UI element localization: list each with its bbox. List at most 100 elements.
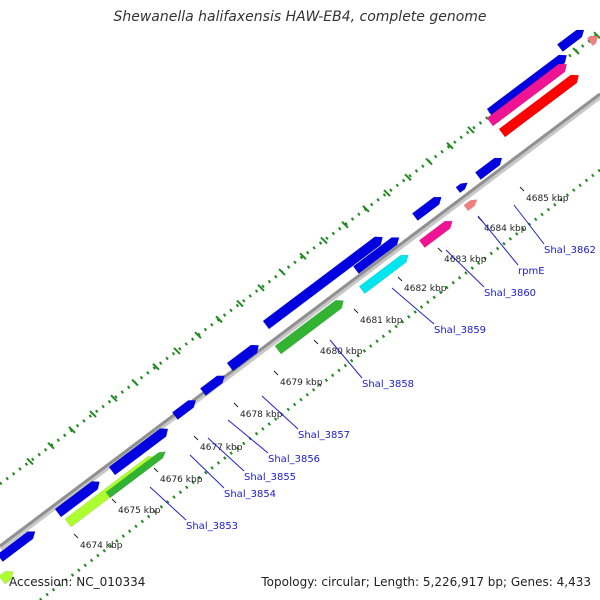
- tick-mark: [111, 498, 117, 504]
- gc-tick: [362, 205, 370, 213]
- tick-label: 4679 kbp: [280, 378, 323, 388]
- tick-label: 4684 kbp: [484, 224, 527, 234]
- gene-arrow[interactable]: [358, 252, 411, 294]
- gene-feature[interactable]: [498, 71, 582, 138]
- gc-tick: [572, 47, 580, 55]
- gene-arrow[interactable]: [418, 218, 455, 248]
- gene-label[interactable]: Shal_3862: [544, 245, 596, 256]
- gene-feature[interactable]: [474, 154, 504, 180]
- gc-tick: [320, 236, 328, 245]
- gene-arrow[interactable]: [411, 194, 444, 221]
- gene-arrow[interactable]: [463, 197, 479, 212]
- gene-arrow[interactable]: [274, 297, 347, 355]
- gene-feature[interactable]: [54, 478, 103, 518]
- tick-label: 4676 kbp: [160, 475, 203, 485]
- gene-label[interactable]: Shal_3856: [268, 454, 320, 465]
- gene-feature[interactable]: [455, 180, 470, 194]
- gene-arrow[interactable]: [556, 26, 586, 52]
- tick-mark: [193, 435, 199, 441]
- tick-mark: [437, 247, 443, 253]
- tick-mark: [153, 467, 159, 473]
- gc-tick: [446, 142, 454, 150]
- gene-arrow[interactable]: [171, 397, 198, 420]
- gene-arrow[interactable]: [54, 478, 103, 518]
- gene-label[interactable]: Shal_3857: [298, 430, 350, 441]
- gc-tick: [110, 394, 118, 403]
- gene-arrow[interactable]: [486, 60, 570, 127]
- gene-feature[interactable]: [463, 197, 479, 212]
- gene-label[interactable]: Shal_3859: [434, 325, 486, 336]
- backbone-line: [0, 92, 600, 548]
- gene-feature[interactable]: [171, 397, 198, 420]
- gene-arrow[interactable]: [352, 234, 402, 274]
- tick-mark: [233, 402, 239, 408]
- gc-tick: [173, 347, 181, 355]
- gc-tick: [278, 268, 286, 276]
- gene-arrow[interactable]: [105, 449, 168, 499]
- gene-leader-line: [513, 204, 545, 245]
- gene-feature[interactable]: [274, 297, 347, 355]
- gene-feature[interactable]: [411, 194, 444, 221]
- gene-leader-line: [391, 287, 435, 325]
- gene-feature[interactable]: [0, 568, 16, 585]
- gene-feature[interactable]: [226, 341, 262, 372]
- gene-leader-line: [227, 419, 269, 454]
- gene-arrow[interactable]: [199, 372, 227, 396]
- tick-mark: [519, 186, 525, 192]
- gene-leader-line: [207, 437, 245, 472]
- backbone-shadow: [0, 93, 600, 551]
- gene-arrow[interactable]: [108, 425, 171, 476]
- gene-label[interactable]: Shal_3853: [186, 521, 238, 532]
- tick-label: 4675 kbp: [118, 506, 161, 516]
- gc-tick: [383, 189, 391, 197]
- tick-mark: [313, 339, 319, 345]
- gene-label[interactable]: Shal_3854: [224, 489, 276, 500]
- tick-mark: [73, 533, 79, 539]
- tick-label: 4674 kbp: [80, 541, 123, 551]
- gene-feature[interactable]: [105, 449, 168, 499]
- gene-leader-line: [477, 215, 519, 266]
- tick-track: 4674 kbp 4675 kbp 4676 kbp 4677 kbp 4678 kbp…: [73, 186, 569, 551]
- gc-dotted-line: [39, 168, 600, 600]
- gc-tick: [299, 252, 307, 260]
- tick-mark: [353, 308, 359, 314]
- gene-feature[interactable]: [418, 218, 455, 248]
- tick-label: 4680 kbp: [320, 347, 363, 357]
- gene-feature[interactable]: [199, 372, 227, 396]
- gene-feature[interactable]: [556, 26, 586, 52]
- tick-label: 4682 kbp: [404, 284, 447, 294]
- gc-tick: [152, 363, 160, 371]
- feature-track: [0, 26, 600, 585]
- gene-arrow[interactable]: [0, 568, 16, 585]
- gene-feature[interactable]: [352, 234, 402, 274]
- gene-leader-line: [329, 339, 363, 379]
- gene-label[interactable]: Shal_3860: [484, 288, 536, 299]
- gc-dots-track: [0, 31, 600, 600]
- gene-leader-line: [445, 249, 485, 288]
- gene-label[interactable]: Shal_3858: [362, 379, 414, 390]
- tick-label: 4677 kbp: [200, 443, 243, 453]
- gene-leader-line: [261, 395, 299, 430]
- gene-arrow[interactable]: [586, 32, 600, 46]
- gene-label-track: Shal_3853 Shal_3854 Shal_3855 Shal_3856 Shal…: [149, 204, 596, 532]
- gene-feature[interactable]: [0, 528, 38, 562]
- gene-feature[interactable]: [358, 252, 411, 294]
- gc-tick: [593, 31, 600, 39]
- gene-arrow[interactable]: [455, 180, 470, 194]
- gene-arrow[interactable]: [262, 233, 386, 330]
- gene-arrow[interactable]: [474, 154, 504, 180]
- gene-arrow[interactable]: [498, 71, 582, 138]
- gene-feature[interactable]: [262, 233, 386, 330]
- gc-tick: [131, 378, 139, 387]
- gene-feature[interactable]: [108, 425, 171, 476]
- gene-feature[interactable]: [586, 32, 600, 46]
- gc-tick: [404, 173, 412, 182]
- gene-arrow[interactable]: [226, 341, 262, 372]
- tick-label: 4683 kbp: [444, 255, 487, 265]
- gene-label[interactable]: rpmE: [518, 266, 545, 277]
- gene-arrow[interactable]: [0, 528, 38, 562]
- gene-label[interactable]: Shal_3855: [244, 472, 296, 483]
- gene-feature[interactable]: [486, 60, 570, 127]
